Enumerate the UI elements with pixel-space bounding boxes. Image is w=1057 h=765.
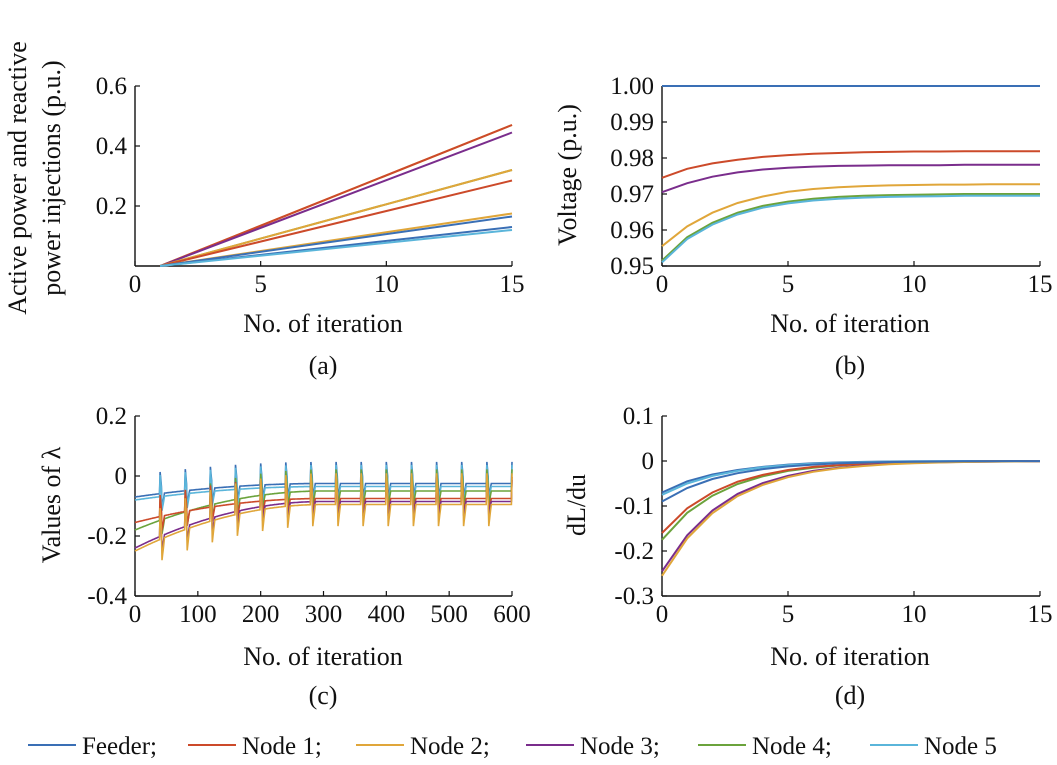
panel-c-ylabel: Values of λ: [37, 446, 66, 563]
panel-b-caption: (b): [835, 351, 865, 380]
panel-a-series-line-4: [159, 169, 513, 267]
legend-label-node3: Node 3;: [580, 733, 660, 760]
panel-a-axes: 0 5 10 15 0.2 0.4 0.6: [96, 73, 525, 298]
x-tick-label: 600: [493, 601, 531, 628]
x-tick-label: 100: [179, 601, 217, 628]
y-tick-label: 0.2: [96, 403, 127, 430]
panel-a-ylabel-line1: Active power and reactive: [3, 41, 32, 315]
panel-a-series-line-1: [159, 124, 513, 267]
panel-a-series-line-2: [159, 131, 513, 267]
panel-a-ylabel: Active power and reactive power injectio…: [3, 41, 66, 315]
x-tick-label: 5: [782, 271, 795, 298]
panel-a-caption: (a): [309, 351, 338, 380]
y-tick-label: 0.99: [610, 109, 654, 136]
x-tick-label: 500: [430, 601, 468, 628]
x-tick-label: 0: [129, 601, 142, 628]
panel-b-ylabel: Voltage (p.u.): [553, 104, 582, 246]
panel-a-series-line-9: [159, 229, 513, 267]
panel-d-series-node-1: [661, 460, 1041, 534]
legend-label-node4: Node 4;: [752, 733, 832, 760]
panel-b-series-node-4: [661, 193, 1040, 262]
x-tick-label: 200: [242, 601, 280, 628]
y-tick-label: -0.1: [614, 493, 654, 520]
panel-c-series-node-5: [134, 464, 513, 511]
panel-d: 0 5 10 15 -0.3 -0.2 -0.1 0 0.1 dL/du No. of iter…: [562, 403, 1053, 710]
y-tick-label: 0.97: [610, 181, 654, 208]
legend-item-node5: Node 5: [870, 733, 997, 760]
x-tick-label: 15: [500, 271, 525, 298]
panel-b-xlabel: No. of iteration: [770, 309, 930, 338]
panel-c: 0 100 200 300 400 500 600 -0.4 -0.2 0 0.2 Values o…: [37, 403, 531, 710]
panel-a-series: [159, 124, 513, 267]
x-tick-label: 10: [902, 271, 927, 298]
panel-c-caption: (c): [309, 681, 338, 710]
y-tick-label: 0.4: [96, 133, 128, 160]
x-tick-label: 0: [129, 271, 142, 298]
y-tick-label: 0.98: [610, 145, 654, 172]
legend-label-node1: Node 1;: [242, 733, 322, 760]
panel-b-series-node-5: [661, 194, 1040, 264]
y-tick-label: -0.2: [87, 523, 127, 550]
panel-d-xlabel: No. of iteration: [770, 642, 930, 671]
y-tick-label: 0: [642, 448, 655, 475]
panel-b-series: [661, 85, 1040, 264]
y-tick-label: 0.96: [610, 217, 654, 244]
panel-a-series-line-7: [159, 215, 513, 267]
legend-label-node2: Node 2;: [410, 733, 490, 760]
legend-item-node3: Node 3;: [526, 733, 660, 760]
x-tick-label: 0: [656, 601, 669, 628]
legend-item-feeder: Feeder;: [28, 733, 157, 760]
panel-c-series-feeder: [134, 461, 513, 508]
panel-b: 0 5 10 15 0.95 0.96 0.97 0.98 0.99 1.00 Voltage (…: [553, 73, 1053, 380]
y-tick-label: 0.6: [96, 73, 127, 100]
panel-b-series-node-3: [661, 163, 1040, 194]
x-tick-label: 10: [902, 601, 927, 628]
panel-c-series: [134, 461, 513, 561]
legend-item-node2: Node 2;: [356, 733, 490, 760]
panel-b-axes: 0 5 10 15 0.95 0.96 0.97 0.98 0.99 1.00: [610, 73, 1052, 298]
y-tick-label: 0.95: [610, 253, 654, 280]
legend-item-node4: Node 4;: [698, 733, 832, 760]
panel-a: 0 5 10 15 0.2 0.4 0.6 Active power and reactiv…: [3, 41, 525, 380]
panel-d-ylabel: dL/du: [562, 474, 591, 536]
panel-b-series-node-1: [661, 150, 1040, 179]
x-tick-label: 15: [1028, 601, 1053, 628]
panel-c-axes: 0 100 200 300 400 500 600 -0.4 -0.2 0 0.2: [87, 403, 530, 628]
x-tick-label: 400: [368, 601, 406, 628]
panel-c-xlabel: No. of iteration: [243, 642, 403, 671]
y-tick-label: 1.00: [610, 73, 654, 100]
y-tick-label: 0: [115, 463, 128, 490]
panel-d-axes: 0 5 10 15 -0.3 -0.2 -0.1 0 0.1: [614, 403, 1052, 628]
y-tick-label: -0.3: [614, 583, 654, 610]
panel-c-series-node-4: [134, 469, 513, 535]
x-tick-label: 0: [656, 271, 669, 298]
panel-c-series-node-3: [134, 479, 513, 551]
x-tick-label: 15: [1028, 271, 1053, 298]
y-tick-label: 0.1: [623, 403, 654, 430]
panel-a-series-line-5: [159, 179, 513, 267]
panel-c-series-node-1: [134, 476, 513, 531]
panel-d-series-feeder: [661, 460, 1040, 503]
x-tick-label: 5: [782, 601, 795, 628]
x-tick-label: 300: [305, 601, 343, 628]
legend-item-node1: Node 1;: [188, 733, 322, 760]
panel-d-caption: (d): [835, 681, 865, 710]
y-tick-label: -0.4: [87, 583, 127, 610]
panel-b-series-node-2: [661, 183, 1040, 247]
panel-a-ylabel-line2: power injections (p.u.): [37, 60, 66, 295]
y-tick-label: -0.2: [614, 538, 654, 565]
legend-label-node5: Node 5: [924, 733, 997, 760]
x-tick-label: 5: [254, 271, 267, 298]
legend: Feeder; Node 1; Node 2; Node 3; Node 4; …: [28, 733, 997, 760]
panel-c-series-node-2: [134, 473, 513, 561]
x-tick-label: 10: [374, 271, 399, 298]
panel-d-series: [661, 460, 1041, 577]
panel-a-xlabel: No. of iteration: [243, 309, 403, 338]
legend-label-feeder: Feeder;: [82, 733, 157, 760]
y-tick-label: 0.2: [96, 193, 127, 220]
